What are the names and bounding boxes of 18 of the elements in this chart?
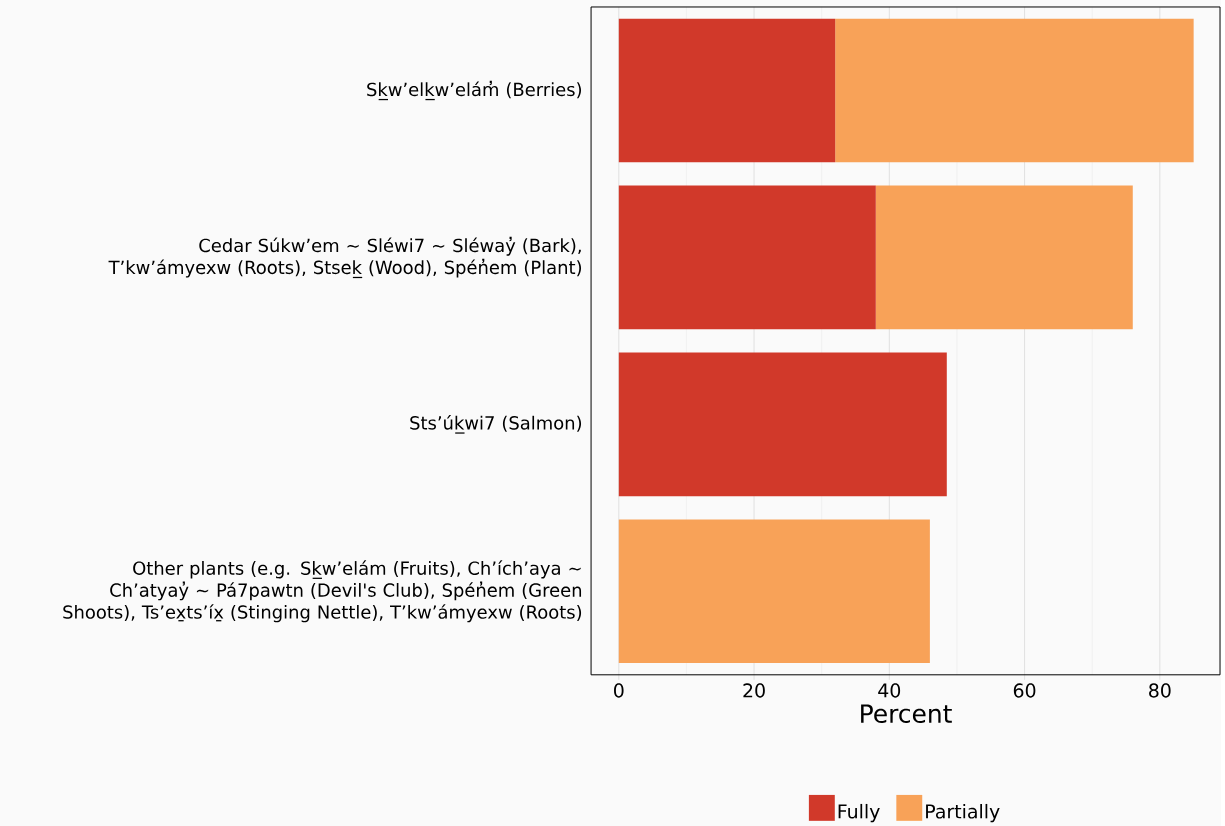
bar — [835, 18, 1194, 163]
bar — [618, 18, 836, 163]
bar — [618, 352, 947, 497]
bar — [618, 519, 930, 663]
y-tick-label: Sts’úk̲wi7 (Salmon) — [410, 414, 582, 434]
x-axis-title: Percent — [861, 704, 952, 723]
legend-label: Partially — [926, 803, 1000, 823]
x-tick-label: 80 — [1149, 683, 1171, 698]
x-tick-label: 20 — [743, 683, 765, 698]
x-tick-label: 40 — [878, 683, 901, 698]
y-tick-label: Other plants (e.g. Sk̲w’elám (Fruits), Ch’ích’aya ~ Ch’atyay̓ ~ Pá7pawtn (Devil's Club), Spén̓em (Green Shoots), Ts’ex̱ts’íx̱ (Stinging Nettle), T’kw’ámyexw (Roots) — [63, 560, 582, 623]
legend-label: Fully — [838, 803, 880, 823]
x-tick-label: 60 — [1013, 683, 1036, 698]
y-tick-label: Sk̲w’elk̲w’elám̓ (Berries) — [367, 80, 582, 101]
x-tick-label: 0 — [614, 683, 624, 698]
bar — [875, 185, 1133, 330]
y-tick-label: Cedar Súkw’em ~ Sléwi7 ~ Sléway̓ (Bark), T’kw’ámyexw (Roots), Stsek̲ (Wood), Spén̓em (Plant) — [108, 236, 582, 278]
bar — [618, 185, 876, 330]
